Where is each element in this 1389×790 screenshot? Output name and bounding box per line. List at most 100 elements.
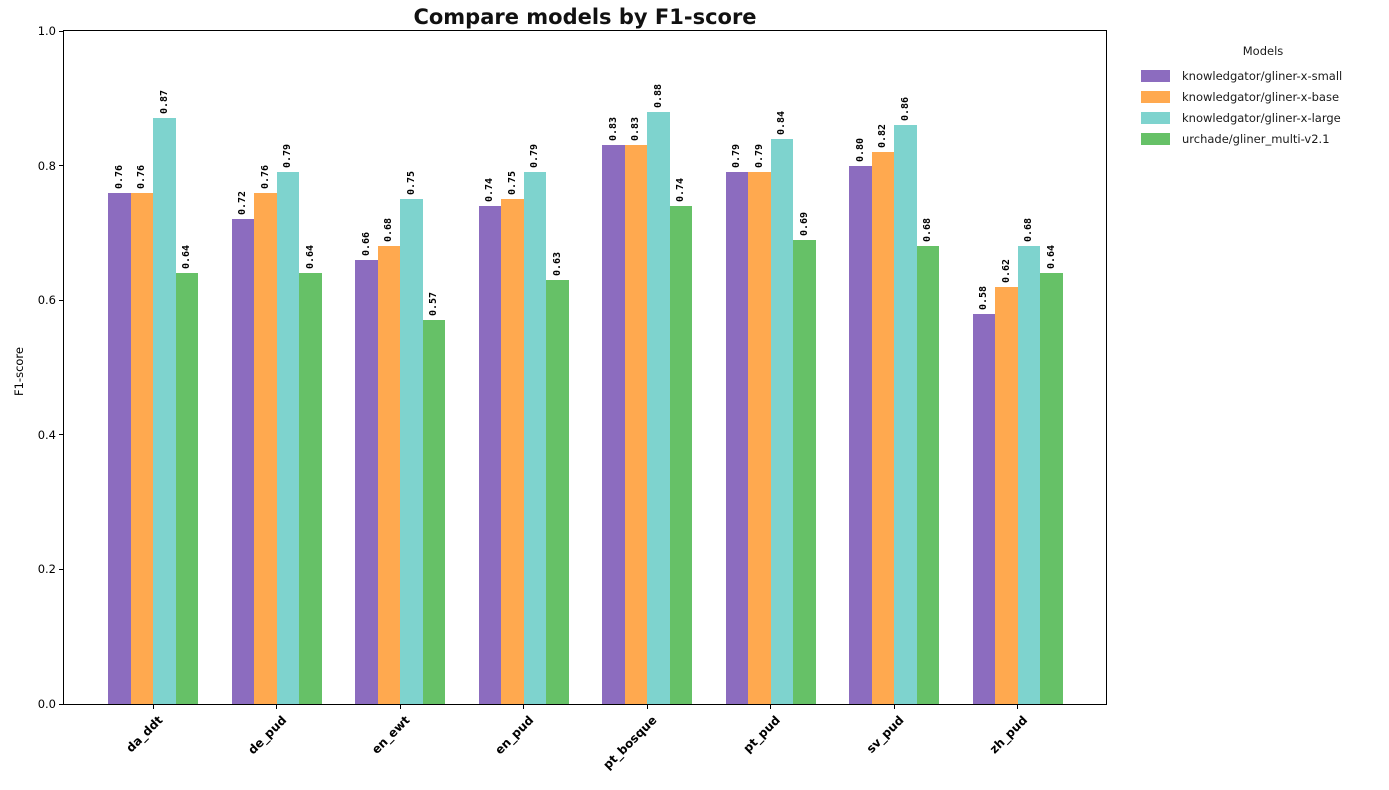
bar <box>748 172 771 704</box>
bar <box>602 145 625 704</box>
bar <box>108 192 131 704</box>
legend-swatch <box>1141 111 1170 124</box>
bar-value-label: 0.74 <box>675 177 687 202</box>
x-tick-label: pt_pud <box>740 713 784 756</box>
x-tick-label: da_ddt <box>123 713 166 756</box>
bar <box>1017 246 1040 704</box>
bar <box>231 219 254 704</box>
legend-item-label: knowledgator/gliner-x-large <box>1182 110 1341 125</box>
bar-value-label: 0.79 <box>753 144 765 169</box>
x-tick-label: zh_pud <box>987 713 1031 757</box>
bar <box>871 152 894 704</box>
legend-items: knowledgator/gliner-x-small knowledgator/… <box>1141 65 1385 149</box>
bar <box>501 199 524 704</box>
x-tick-mark <box>893 704 895 709</box>
bar <box>377 246 400 704</box>
bar-value-label: 0.72 <box>237 191 249 216</box>
bar <box>770 138 793 704</box>
bar-value-label: 0.76 <box>136 164 148 189</box>
bar <box>894 125 917 704</box>
bar <box>276 172 299 704</box>
legend-item-label: urchade/gliner_multi-v2.1 <box>1182 131 1330 146</box>
bar <box>725 172 748 704</box>
bar-value-label: 0.68 <box>1023 218 1035 243</box>
bar <box>624 145 647 704</box>
bar-value-label: 0.79 <box>731 144 743 169</box>
bar-value-label: 0.64 <box>1045 245 1057 270</box>
bar <box>175 273 198 704</box>
bar <box>669 205 692 704</box>
bar-value-label: 0.68 <box>383 218 395 243</box>
bar-value-label: 0.69 <box>798 211 810 236</box>
legend-item: knowledgator/gliner-x-base <box>1141 86 1385 107</box>
bar-value-label: 0.58 <box>978 285 990 310</box>
legend-item-label: knowledgator/gliner-x-small <box>1182 68 1343 83</box>
legend-title: Models <box>1242 44 1284 58</box>
bar-value-label: 0.74 <box>484 177 496 202</box>
chart-title: Compare models by F1-score <box>413 5 757 29</box>
bar <box>793 239 816 704</box>
x-tick-label: en_ewt <box>369 713 413 757</box>
y-tick-label: 0.8 <box>37 158 56 173</box>
bar-value-label: 0.79 <box>529 144 541 169</box>
x-tick-mark <box>523 704 524 709</box>
bar <box>355 259 378 704</box>
bar-value-label: 0.76 <box>259 164 271 189</box>
legend-item-label: knowledgator/gliner-x-base <box>1182 89 1340 104</box>
legend-item: knowledgator/gliner-x-large <box>1141 107 1385 128</box>
bar <box>849 165 872 704</box>
legend-swatch <box>1141 90 1170 103</box>
bar-value-label: 0.62 <box>1000 258 1012 283</box>
y-axis-label: F1-score <box>12 347 26 396</box>
bar-value-label: 0.83 <box>630 117 642 142</box>
bar-value-label: 0.66 <box>360 231 372 256</box>
legend-item: urchade/gliner_multi-v2.1 <box>1141 128 1385 149</box>
legend-item: knowledgator/gliner-x-small <box>1141 65 1385 86</box>
bar-value-label: 0.64 <box>181 245 193 270</box>
bar-value-label: 0.84 <box>776 110 788 135</box>
bar-value-label: 0.75 <box>506 171 518 196</box>
bar <box>400 199 423 704</box>
x-tick-mark <box>646 704 648 709</box>
bar <box>546 280 569 704</box>
x-tick-mark <box>276 704 277 709</box>
plot-area: 0.0 0.2 0.4 0.6 0.8 1.0 da_ddt 0.76 0.76 0.87 0.64… <box>38 24 1107 772</box>
bar <box>916 246 939 704</box>
bar-value-label: 0.83 <box>607 117 619 142</box>
x-tick-mark <box>152 704 154 709</box>
bar <box>523 172 546 704</box>
bar <box>647 111 670 704</box>
bar-value-label: 0.68 <box>922 218 934 243</box>
x-tick-mark <box>1017 704 1018 709</box>
legend-swatch <box>1141 132 1170 145</box>
x-tick-label: en_pud <box>492 713 537 758</box>
bar <box>995 286 1018 704</box>
bar-value-label: 0.80 <box>854 137 866 162</box>
bar-value-label: 0.57 <box>428 292 440 317</box>
y-tick-mark <box>59 434 63 436</box>
x-tick-label: pt_bosque <box>600 713 660 773</box>
x-tick-label: sv_pud <box>863 713 907 756</box>
bar-value-label: 0.75 <box>405 171 417 196</box>
bar-value-label: 0.79 <box>282 144 294 169</box>
bar-value-label: 0.82 <box>877 124 889 149</box>
bar <box>1040 273 1063 704</box>
bar <box>153 118 176 704</box>
y-tick-label: 0.4 <box>37 427 56 442</box>
x-tick-mark <box>770 704 771 709</box>
bar <box>972 313 995 704</box>
y-tick-mark <box>59 30 63 32</box>
y-tick-mark <box>59 703 63 705</box>
legend-swatch <box>1141 69 1170 82</box>
bar-value-label: 0.76 <box>113 164 125 189</box>
y-tick-label: 0.0 <box>37 697 56 711</box>
bar-value-label: 0.64 <box>304 245 316 270</box>
bar-value-label: 0.63 <box>551 251 563 276</box>
y-tick-label: 0.2 <box>37 562 56 577</box>
bar-value-label: 0.86 <box>899 97 911 122</box>
y-tick-mark <box>59 165 63 167</box>
bar <box>299 273 322 704</box>
x-tick-label: de_pud <box>245 713 290 758</box>
legend: Models knowledgator/gliner-x-small knowle… <box>1141 44 1385 149</box>
